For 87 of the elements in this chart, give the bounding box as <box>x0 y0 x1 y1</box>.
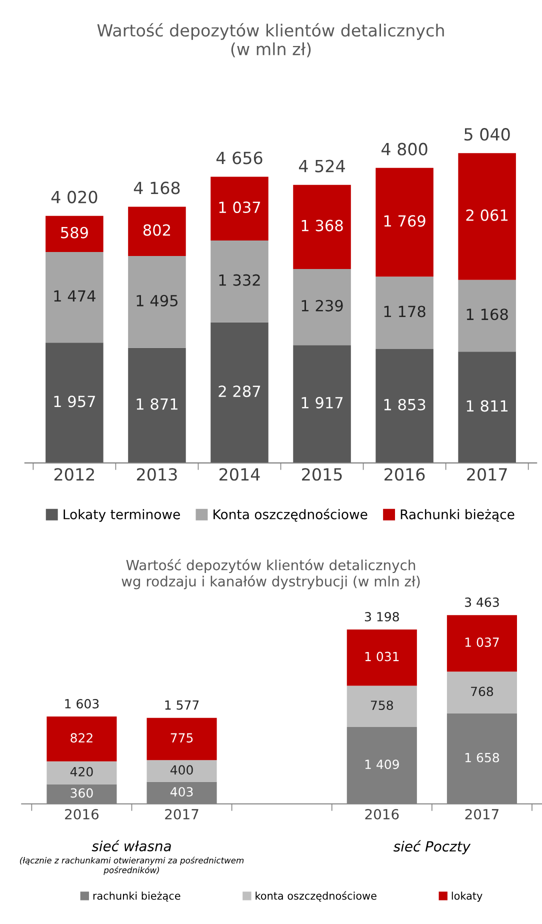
bar <box>128 348 186 463</box>
legend-label: rachunki bieżące <box>93 892 180 902</box>
total-label: 1 577 <box>165 700 199 710</box>
bar <box>346 686 417 728</box>
bar <box>376 168 434 277</box>
total-label: 5 040 <box>464 128 510 141</box>
bar <box>210 240 268 322</box>
bar <box>293 345 351 463</box>
data-label: 1 495 <box>136 294 178 306</box>
data-label: 1 871 <box>136 398 178 410</box>
data-label: 1 332 <box>219 274 260 286</box>
data-label: 2 061 <box>466 209 508 221</box>
data-label: 1 178 <box>384 306 426 318</box>
data-label: 1 031 <box>365 652 399 662</box>
data-label: 403 <box>170 787 193 797</box>
data-label: 420 <box>70 766 93 776</box>
x-tick-label: 2017 <box>467 468 507 481</box>
text: (łącznie z rachunkami otwieranymi za pośrednictwem pośredników) <box>20 856 244 875</box>
data-label: 822 <box>70 733 92 743</box>
bar <box>46 761 117 784</box>
bar <box>293 184 351 269</box>
bar <box>146 718 217 760</box>
data-label: 1 658 <box>465 752 499 762</box>
bar <box>146 760 217 782</box>
bar <box>128 206 186 256</box>
data-label: 768 <box>471 686 494 696</box>
bar <box>128 256 186 348</box>
data-label: 400 <box>170 765 193 775</box>
bar <box>210 176 268 240</box>
data-label: 1 037 <box>219 202 260 214</box>
text: sieć własna <box>92 840 171 852</box>
bar <box>376 276 434 350</box>
x-tick-label: 2016 <box>65 808 99 820</box>
data-label: 589 <box>61 226 88 238</box>
data-label: 1 769 <box>384 215 426 227</box>
total-label: 1 603 <box>65 698 99 708</box>
x-tick-label: 2014 <box>220 468 260 481</box>
legend-label: konta oszczędnościowe <box>256 891 376 902</box>
bar <box>293 268 351 346</box>
data-label: 1 811 <box>466 400 508 412</box>
text: sieć Poczty <box>394 840 471 854</box>
bar <box>46 252 104 343</box>
total-label: 4 020 <box>51 190 98 204</box>
bar <box>458 280 516 352</box>
bar <box>458 352 516 463</box>
chart-title: Wartość depozytów klientów detalicznych (w mln zł) <box>97 23 444 58</box>
data-label: 1 368 <box>302 220 343 232</box>
total-label: 4 656 <box>216 152 262 164</box>
bar <box>346 630 417 686</box>
bar <box>210 322 268 463</box>
data-label: 1 917 <box>302 396 343 408</box>
x-tick-label: 2015 <box>302 468 342 481</box>
x-tick-label: 2016 <box>365 808 399 820</box>
total-label: 3 463 <box>465 598 499 607</box>
data-label: 1 957 <box>54 396 96 408</box>
data-label: 1 409 <box>365 760 399 770</box>
data-label: 1 853 <box>384 398 426 410</box>
legend-label: Lokaty terminowe <box>64 509 180 522</box>
data-label: 758 <box>370 700 393 710</box>
data-label: 1 168 <box>466 308 508 320</box>
bar <box>376 349 434 463</box>
bar <box>458 153 516 280</box>
legend-label: lokaty <box>452 892 482 902</box>
total-label: 4 524 <box>298 160 345 172</box>
data-label: 360 <box>70 788 93 798</box>
data-label: 1 037 <box>465 638 499 647</box>
bar <box>46 716 117 762</box>
data-label: 1 239 <box>302 300 343 312</box>
total-label: 4 800 <box>382 142 428 156</box>
data-label: 802 <box>143 224 170 236</box>
bar <box>46 216 104 252</box>
legend-label: Rachunki bieżące <box>400 509 514 522</box>
bar <box>46 342 104 463</box>
total-label: 3 198 <box>364 612 399 622</box>
bar <box>446 672 517 714</box>
x-tick-label: 2012 <box>54 468 94 481</box>
bar <box>446 615 517 672</box>
x-tick-label: 2013 <box>136 468 177 481</box>
x-tick-label: 2016 <box>384 468 425 481</box>
data-label: 1 474 <box>54 290 96 302</box>
total-label: 4 168 <box>134 182 180 194</box>
x-tick-label: 2017 <box>165 808 198 820</box>
chart-title: Wartość depozytów klientów detalicznych wg rodzaju i kanałów dystrybucji (w mln zł) <box>122 559 420 590</box>
data-label: 2 287 <box>218 386 260 398</box>
data-label: 775 <box>170 733 193 743</box>
legend-label: Konta oszczędnościowe <box>214 508 368 522</box>
x-tick-label: 2017 <box>465 808 498 820</box>
